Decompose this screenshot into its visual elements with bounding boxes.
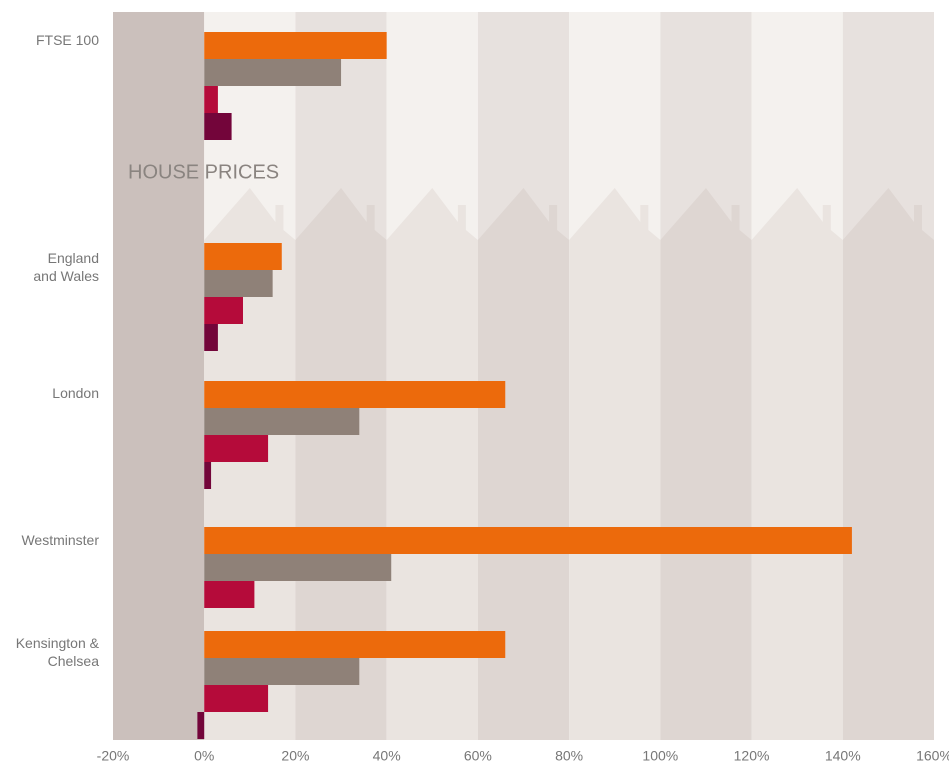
x-tick-label: 160% bbox=[916, 748, 949, 764]
house-shape bbox=[752, 188, 843, 740]
category-label: FTSE 100 bbox=[0, 31, 99, 49]
x-tick-label: 60% bbox=[464, 748, 492, 764]
bar bbox=[204, 554, 391, 581]
bar bbox=[204, 685, 268, 712]
x-tick-label: 140% bbox=[825, 748, 861, 764]
x-tick-label: 0% bbox=[194, 748, 214, 764]
bar bbox=[204, 59, 341, 86]
chart: HOUSE PRICES -20% 0% 20% 40% 60% 80% 100% 120% 1… bbox=[0, 0, 949, 771]
bar bbox=[204, 113, 231, 140]
bar bbox=[204, 86, 218, 113]
bar bbox=[204, 297, 243, 324]
x-tick-label: 120% bbox=[734, 748, 770, 764]
x-tick-label: 80% bbox=[555, 748, 583, 764]
category-label: England and Wales bbox=[0, 249, 99, 285]
bar bbox=[204, 581, 254, 608]
bar bbox=[204, 527, 852, 554]
bar bbox=[197, 712, 204, 739]
x-tick-label: 100% bbox=[642, 748, 678, 764]
x-tick-label: -20% bbox=[97, 748, 130, 764]
bar bbox=[204, 381, 505, 408]
annotation: HOUSE PRICES bbox=[128, 161, 279, 183]
page: HOUSE PRICES -20% 0% 20% 40% 60% 80% 100% 120% 1… bbox=[0, 0, 949, 771]
category-label: London bbox=[0, 384, 99, 402]
house-shape bbox=[660, 188, 751, 740]
category-label: Kensington & Chelsea bbox=[0, 634, 99, 670]
bar bbox=[204, 462, 211, 489]
x-tick-label: 20% bbox=[281, 748, 309, 764]
bar bbox=[204, 658, 359, 685]
bar bbox=[204, 243, 282, 270]
bar bbox=[204, 631, 505, 658]
x-tick-label: 40% bbox=[373, 748, 401, 764]
band bbox=[113, 12, 204, 740]
house-shape bbox=[843, 188, 934, 740]
bar bbox=[204, 324, 218, 351]
bar bbox=[204, 435, 268, 462]
bar bbox=[204, 270, 272, 297]
bar bbox=[204, 408, 359, 435]
background bbox=[113, 12, 934, 740]
category-label: Westminster bbox=[0, 531, 99, 549]
house-shape bbox=[569, 188, 660, 740]
bar bbox=[204, 32, 386, 59]
